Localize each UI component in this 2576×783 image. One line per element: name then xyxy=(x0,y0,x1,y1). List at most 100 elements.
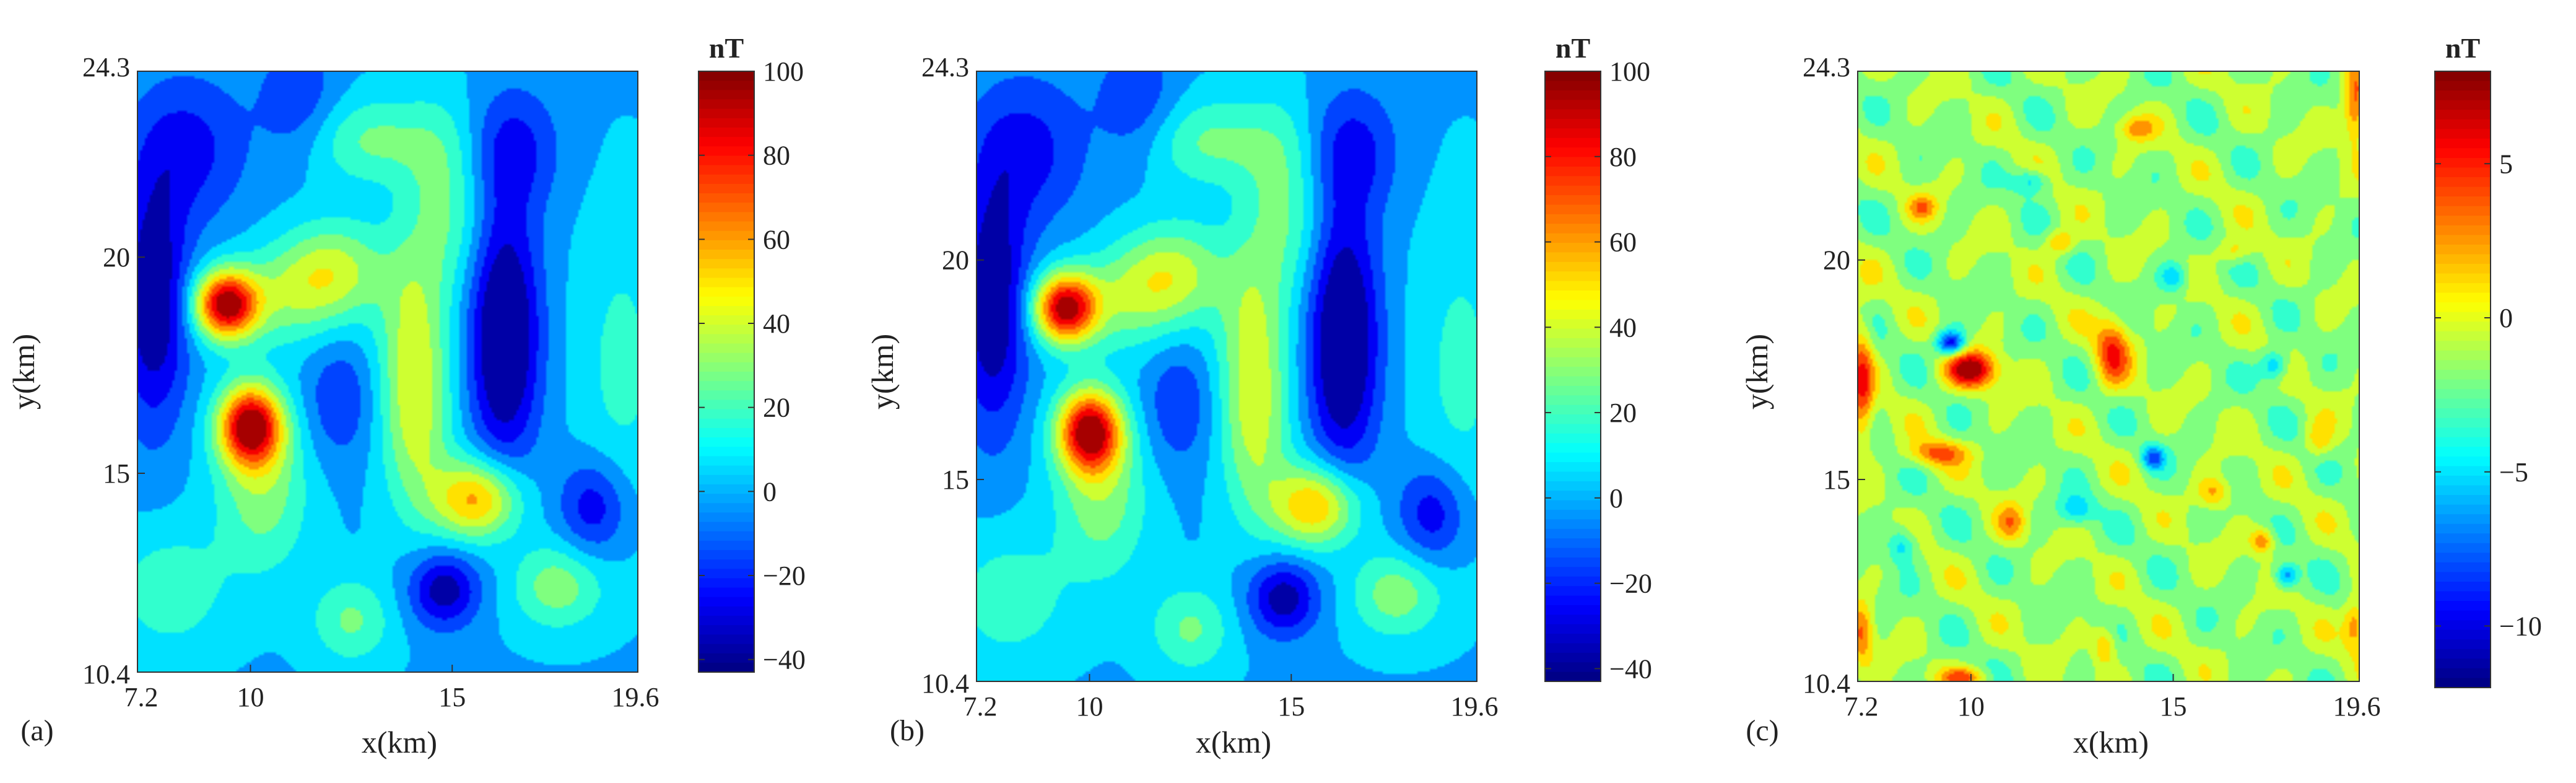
colorbar-segment xyxy=(2435,456,2491,467)
colorbar-segment xyxy=(1545,185,1601,196)
colorbar-segment xyxy=(1545,595,1601,606)
colorbar-segment xyxy=(1545,309,1601,320)
colorbar-segment xyxy=(1545,271,1601,282)
colorbar-segment xyxy=(698,606,754,616)
colorbar-segment xyxy=(698,578,754,588)
colorbar-segment xyxy=(1545,548,1601,558)
x-tick-label: 10 xyxy=(237,682,264,712)
colorbar-segment xyxy=(2435,427,2491,438)
colorbar-segment xyxy=(698,653,754,663)
colorbar-segment xyxy=(2435,263,2491,274)
x-tick-label: 15 xyxy=(438,682,466,712)
colorbar-tick-label: −5 xyxy=(2499,457,2528,488)
colorbar-segment xyxy=(2435,244,2491,255)
colorbar-segment xyxy=(1545,128,1601,139)
colorbar-segment xyxy=(1545,405,1601,415)
colorbar-segment xyxy=(2435,90,2491,101)
colorbar-segment xyxy=(1545,319,1601,330)
colorbar-segment xyxy=(1545,176,1601,186)
colorbar-segment xyxy=(2435,360,2491,370)
colorbar-segment xyxy=(2435,533,2491,544)
colorbar-unit: nT xyxy=(1556,32,1590,64)
colorbar-frame xyxy=(698,71,755,673)
colorbar-segment xyxy=(698,522,754,532)
colorbar-segment xyxy=(1545,443,1601,453)
panel-b: 7.2 10 15 19.6 24.3 20 15 10.4 x(km) y(km) (b) nT 10… xyxy=(859,0,1718,783)
colorbar-segment xyxy=(698,587,754,598)
colorbar-segment xyxy=(2435,523,2491,535)
colorbar-segment xyxy=(698,212,754,222)
colorbar-tick-label: 0 xyxy=(2499,303,2513,333)
colorbar-segment xyxy=(698,372,754,382)
colorbar-tick-label: 80 xyxy=(1609,142,1637,172)
panel-label: (a) xyxy=(20,714,53,747)
colorbar-segment xyxy=(2435,302,2491,313)
plot-frame xyxy=(976,71,1477,682)
x-tick-label: 7.2 xyxy=(1845,691,1879,722)
colorbar-segment xyxy=(1545,652,1601,663)
y-tick-label: 10.4 xyxy=(921,668,969,699)
colorbar-segment xyxy=(2435,235,2491,245)
colorbar-unit: nT xyxy=(709,32,744,64)
colorbar-segment xyxy=(698,362,754,372)
x-tick-label: 19.6 xyxy=(612,682,659,712)
colorbar-segment xyxy=(1545,328,1601,339)
colorbar-segment xyxy=(698,155,754,166)
colorbar-segment xyxy=(1545,348,1601,358)
x-tick-label: 10 xyxy=(1957,691,1985,722)
colorbar-segment xyxy=(698,503,754,514)
colorbar-segment xyxy=(1545,538,1601,549)
colorbar-segment xyxy=(698,137,754,147)
y-tick-label: 15 xyxy=(942,465,969,495)
colorbar-tick-label: 20 xyxy=(763,393,790,423)
colorbar-segment xyxy=(2435,225,2491,236)
colorbar-segment xyxy=(1545,166,1601,177)
x-tick-label: 15 xyxy=(2160,691,2187,722)
plot-frame xyxy=(137,71,638,673)
colorbar-segment xyxy=(1545,376,1601,387)
colorbar-segment xyxy=(2435,649,2491,660)
colorbar-tick-label: 80 xyxy=(763,141,790,171)
colorbar-tick-label: 60 xyxy=(763,224,790,255)
colorbar-segment xyxy=(2435,81,2491,91)
colorbar-segment xyxy=(2435,322,2491,332)
colorbar-segment xyxy=(698,127,754,138)
colorbar-segment xyxy=(2435,620,2491,631)
colorbar-segment xyxy=(698,597,754,607)
colorbar-segment xyxy=(698,400,754,410)
plot-frame xyxy=(1857,71,2360,682)
colorbar-segment xyxy=(2435,504,2491,515)
chart-svg: 7.2 10 15 19.6 24.3 20 15 10.4 x(km) y(km) (c) nT 5 0… xyxy=(1739,32,2542,759)
colorbar-segment xyxy=(2435,601,2491,611)
colorbar-segment xyxy=(698,305,754,316)
colorbar-segment xyxy=(1545,338,1601,349)
colorbar-segment xyxy=(2435,100,2491,110)
colorbar-segment xyxy=(2435,292,2491,303)
x-tick-label: 10 xyxy=(1076,691,1103,722)
y-tick-label: 10.4 xyxy=(82,659,130,689)
colorbar-segment xyxy=(2435,485,2491,496)
colorbar-segment xyxy=(2435,148,2491,159)
heatmap-field xyxy=(1858,71,2359,681)
colorbar-segment xyxy=(1545,118,1601,129)
chart-svg: 7.2 10 15 19.6 24.3 20 15 10.4 x(km) y(km) (a) nT 10… xyxy=(6,32,806,759)
colorbar-segment xyxy=(1545,557,1601,568)
panel-label: (b) xyxy=(890,714,925,747)
colorbar-tick-label: 40 xyxy=(1609,312,1637,343)
colorbar-frame xyxy=(2434,71,2491,688)
colorbar-segment xyxy=(698,146,754,157)
colorbar-segment xyxy=(2435,331,2491,342)
x-tick-label: 7.2 xyxy=(964,691,998,722)
colorbar-segment xyxy=(1545,586,1601,597)
colorbar-segment xyxy=(698,475,754,485)
colorbar-segment xyxy=(2435,369,2491,380)
colorbar-segment xyxy=(1545,195,1601,206)
y-tick-label: 20 xyxy=(1823,245,1850,276)
colorbar-segment xyxy=(698,334,754,344)
colorbar-segment xyxy=(2435,119,2491,130)
colorbar-tick-label: 20 xyxy=(1609,398,1637,428)
colorbar-segment xyxy=(698,118,754,128)
colorbar-segment xyxy=(2435,157,2491,168)
colorbar-segment xyxy=(698,494,754,504)
colorbar-segment xyxy=(698,512,754,523)
